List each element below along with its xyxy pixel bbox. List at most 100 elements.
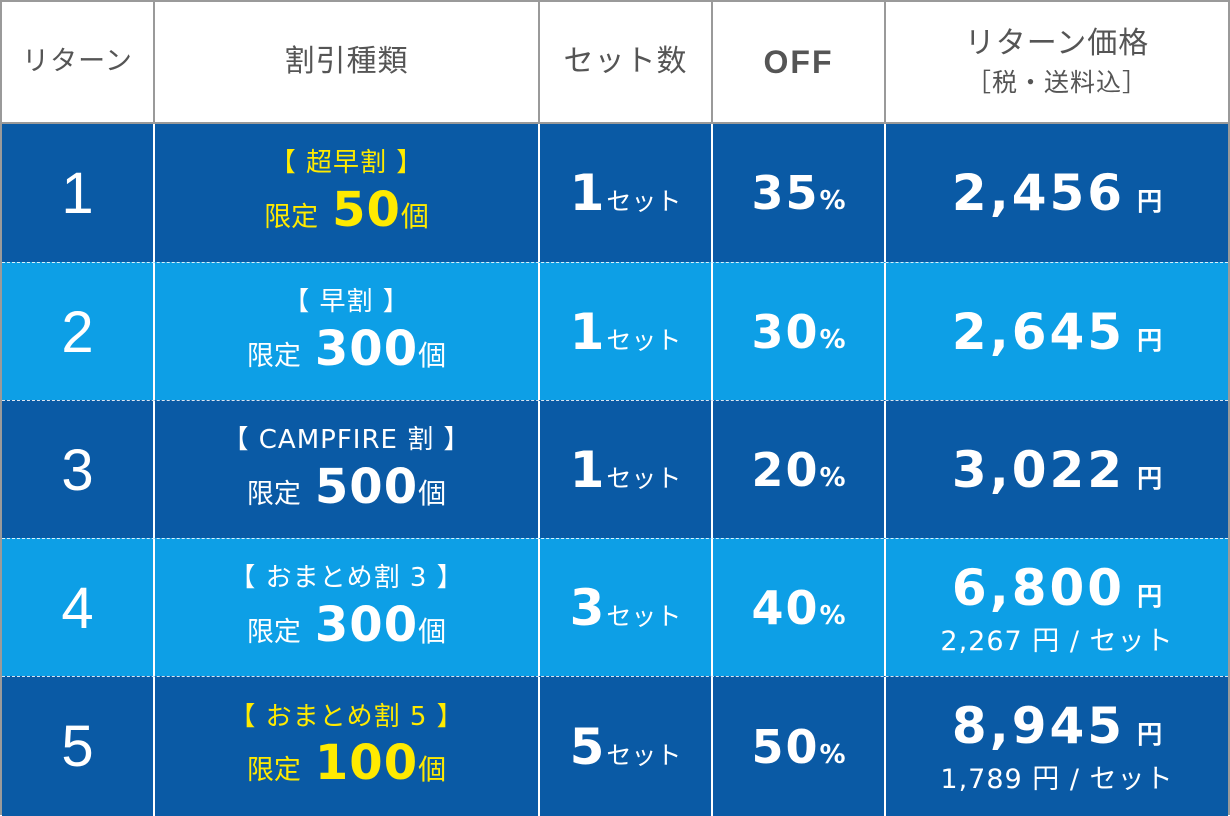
table-header: リターン 割引種類 セット数 OFF リターン価格 ［税・送料込］ [2, 2, 1228, 124]
return-number: 5 [61, 714, 94, 779]
table-row: 2 【 早割 】 限定 300 個 1 セット 30 % 2,645 [2, 262, 1228, 401]
price-unit: 円 [1137, 581, 1163, 611]
header-cell-sets: セット数 [540, 2, 713, 122]
header-return-label: リターン [22, 46, 133, 78]
discount-name: 【 おまとめ割 3 】 [229, 563, 464, 594]
off-cell: 40 % [713, 539, 886, 677]
sets-unit: セット [606, 464, 682, 493]
price-cell: 3,022 円 [886, 401, 1228, 539]
limit-unit: 個 [400, 199, 429, 233]
limit-line: 限定 300 個 [247, 321, 446, 377]
sets-unit: セット [606, 187, 682, 216]
price-unit: 円 [1137, 464, 1163, 493]
return-number-cell: 2 [2, 263, 155, 401]
limit-line: 限定 300 個 [247, 597, 446, 653]
off-value: 40 % [751, 581, 845, 635]
limit-label: 限定 [246, 616, 301, 648]
off-unit: % [819, 463, 846, 493]
return-number-cell: 5 [2, 677, 155, 816]
price-value: 8,945 円 [952, 697, 1162, 755]
sets-cell: 5 セット [540, 677, 713, 816]
sets-value: 5 セット [570, 718, 682, 776]
header-cell-return: リターン [2, 2, 155, 122]
off-unit: % [819, 186, 846, 216]
off-unit: % [819, 325, 846, 355]
header-price-label: リターン価格 [964, 26, 1150, 62]
return-number: 1 [61, 160, 94, 226]
sets-count: 1 [569, 164, 605, 222]
limit-unit: 個 [418, 476, 447, 510]
off-unit: % [819, 739, 846, 770]
limit-count: 100 [314, 735, 419, 792]
price-number: 2,456 [951, 164, 1126, 222]
price-unit: 円 [1137, 720, 1163, 749]
sets-count: 1 [569, 441, 605, 499]
table-row: 3 【 CAMPFIRE 割 】 限定 500 個 1 セット 20 % 3,0… [2, 400, 1228, 539]
return-number-cell: 3 [2, 401, 155, 539]
header-cell-price: リターン価格 ［税・送料込］ [886, 2, 1228, 122]
return-number: 4 [61, 575, 94, 641]
limit-line: 限定 50 個 [264, 182, 429, 238]
price-cell: 6,800 円 2,267 円 / セット [886, 539, 1228, 677]
price-number: 8,945 [951, 697, 1126, 755]
sets-count: 3 [569, 579, 605, 637]
off-cell: 35 % [713, 124, 886, 262]
price-number: 3,022 [951, 441, 1126, 499]
off-number: 20 [751, 443, 820, 497]
off-number: 50 [751, 719, 820, 774]
limit-count: 300 [314, 596, 419, 653]
sets-count: 5 [569, 717, 605, 776]
sets-value: 1 セット [570, 303, 682, 361]
price-unit: 円 [1137, 187, 1163, 216]
return-number-cell: 1 [2, 124, 155, 262]
price-cell: 2,456 円 [886, 124, 1228, 262]
price-value: 2,645 円 [952, 303, 1162, 361]
table-row: 5 【 おまとめ割 5 】 限定 100 個 5 セット 50 % 8,945 [2, 676, 1228, 816]
sets-unit: セット [606, 740, 682, 770]
limit-label: 限定 [246, 340, 301, 372]
sets-unit: セット [606, 326, 682, 355]
limit-unit: 個 [418, 338, 447, 372]
off-cell: 50 % [713, 677, 886, 816]
header-price-note: ［税・送料込］ [965, 67, 1148, 97]
header-discount-type-label: 割引種類 [284, 44, 409, 80]
price-unit: 円 [1137, 326, 1163, 355]
price-number: 6,800 [951, 558, 1126, 617]
table-row: 1 【 超早割 】 限定 50 個 1 セット 35 % 2,456 [2, 124, 1228, 262]
price-per-set: 1,789 円 / セット [940, 764, 1174, 795]
sets-cell: 3 セット [540, 539, 713, 677]
sets-cell: 1 セット [540, 124, 713, 262]
table-row: 4 【 おまとめ割 3 】 限定 300 個 3 セット 40 % 6,800 [2, 538, 1228, 677]
discount-type-cell: 【 早割 】 限定 300 個 [155, 263, 540, 401]
limit-label: 限定 [246, 478, 301, 510]
price-value: 6,800 円 [952, 559, 1162, 617]
off-value: 35 % [751, 166, 845, 220]
limit-unit: 個 [418, 614, 447, 648]
sets-value: 1 セット [570, 164, 682, 222]
price-value: 3,022 円 [952, 441, 1162, 499]
discount-type-cell: 【 超早割 】 限定 50 個 [155, 124, 540, 262]
limit-unit: 個 [418, 753, 447, 787]
discount-name: 【 超早割 】 [269, 148, 424, 179]
off-number: 35 [751, 166, 820, 220]
return-number: 3 [61, 437, 94, 503]
off-unit: % [819, 601, 846, 631]
off-value: 20 % [751, 443, 845, 497]
sets-count: 1 [569, 303, 605, 361]
discount-type-cell: 【 CAMPFIRE 割 】 限定 500 個 [155, 401, 540, 539]
off-cell: 20 % [713, 401, 886, 539]
limit-count: 300 [314, 320, 419, 377]
discount-type-cell: 【 おまとめ割 3 】 限定 300 個 [155, 539, 540, 677]
price-number: 2,645 [951, 303, 1126, 361]
off-value: 30 % [751, 305, 845, 359]
sets-value: 1 セット [570, 441, 682, 499]
limit-line: 限定 500 個 [247, 459, 446, 515]
sets-cell: 1 セット [540, 401, 713, 539]
return-number: 2 [61, 299, 94, 365]
sets-unit: セット [606, 602, 682, 631]
discount-name: 【 早割 】 [283, 287, 410, 318]
header-sets-label: セット数 [563, 44, 688, 80]
sets-value: 3 セット [570, 579, 682, 637]
off-number: 40 [751, 581, 820, 635]
